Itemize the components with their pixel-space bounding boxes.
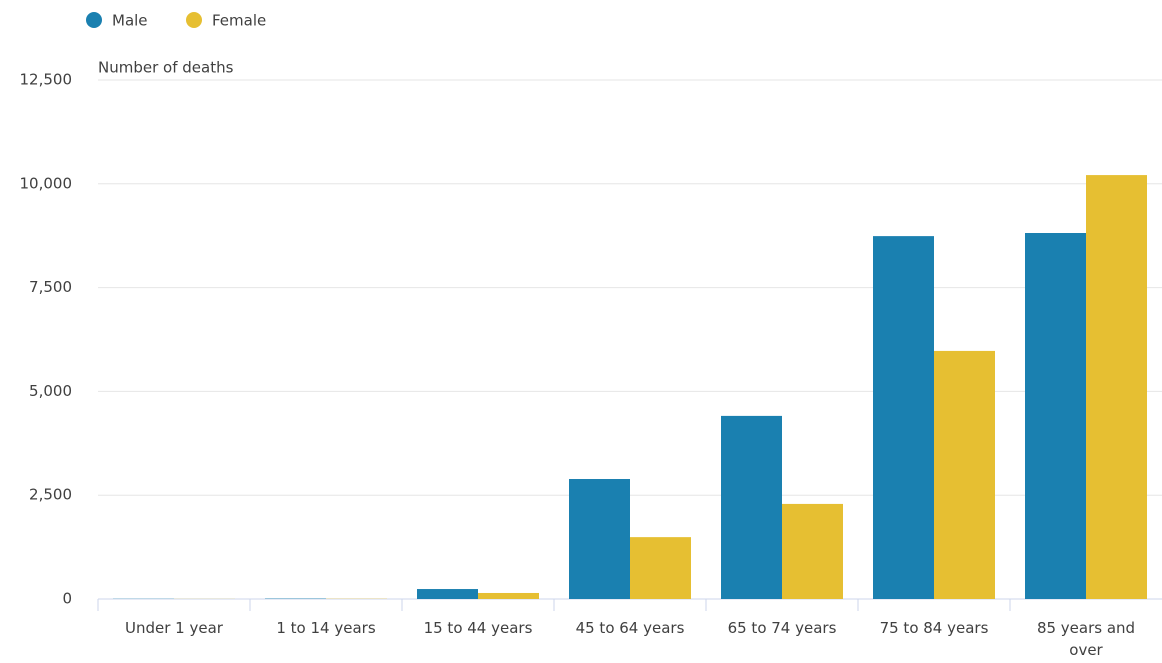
bar	[1086, 175, 1147, 599]
bar	[417, 589, 478, 599]
bar	[934, 350, 995, 599]
x-tick-label: 15 to 44 years	[423, 619, 533, 637]
x-tick-label: 85 years and over	[1036, 619, 1136, 659]
y-axis-label: Number of deaths	[98, 59, 234, 77]
x-tick-label: 65 to 74 years	[727, 619, 837, 637]
x-tick-label: 45 to 64 years	[575, 619, 685, 637]
y-tick-label: 12,500	[20, 71, 73, 89]
y-tick-label: 2,500	[29, 486, 72, 504]
bar	[721, 415, 782, 599]
bar	[1025, 233, 1086, 599]
legend-label: Male	[112, 12, 148, 30]
bar	[630, 537, 691, 599]
y-tick-label: 10,000	[20, 174, 73, 192]
y-tick-label: 5,000	[29, 382, 72, 400]
bar	[873, 236, 934, 599]
bar	[569, 479, 630, 599]
y-tick-label: 7,500	[29, 278, 72, 296]
legend-marker	[186, 12, 202, 28]
bar	[478, 592, 539, 599]
x-tick-label: 75 to 84 years	[879, 619, 989, 637]
legend-label: Female	[212, 12, 266, 30]
y-tick-label: 0	[62, 590, 72, 608]
legend-marker	[86, 12, 102, 28]
x-tick-label: Under 1 year	[125, 619, 223, 637]
x-tick-label: 1 to 14 years	[276, 619, 376, 637]
bar	[782, 503, 843, 599]
